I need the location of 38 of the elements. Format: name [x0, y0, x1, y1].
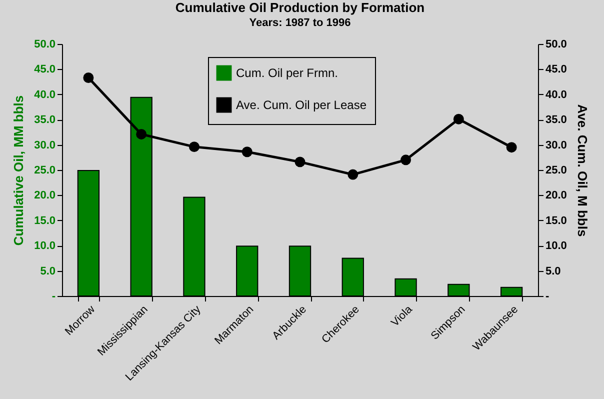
- y-tick-label: 35.0: [34, 114, 56, 126]
- chart-subtitle: Years: 1987 to 1996: [249, 17, 351, 29]
- y2-tick-label: 45.0: [546, 64, 567, 76]
- y-tick-label: 20.0: [34, 190, 56, 202]
- y2-tick-label: 30.0: [546, 139, 567, 152]
- y-tick-label: 5.0: [40, 265, 56, 278]
- point: [188, 142, 200, 152]
- legend-label: Ave. Cum. Oil per Lease: [236, 98, 367, 112]
- y2-tick-label: 10.0: [546, 240, 567, 252]
- y2-tick-label: 20.0: [546, 190, 567, 202]
- legend-label: Cum. Oil per Frmn.: [236, 66, 338, 80]
- y-tick-label: 30.0: [34, 139, 56, 152]
- y-tick-label: 10.0: [34, 240, 56, 252]
- y-tick-label: 25.0: [34, 164, 56, 176]
- y2-tick-label: 15.0: [546, 214, 567, 227]
- point: [400, 154, 412, 166]
- y-tick-label: 45.0: [34, 64, 56, 76]
- point: [83, 72, 94, 83]
- point: [453, 114, 464, 124]
- y2-tick-label: -: [546, 290, 550, 302]
- y2-tick-label: 25.0: [546, 164, 567, 176]
- y2-tick-label: 35.0: [546, 114, 567, 126]
- y2-tick-label: 50.0: [546, 38, 567, 50]
- point: [242, 146, 252, 158]
- y-tick-label: 40.0: [34, 88, 56, 101]
- y-axis-title: Cumulative Oil, MM bbls: [11, 95, 26, 246]
- y-tick-label: 15.0: [34, 214, 56, 227]
- point: [136, 128, 147, 140]
- point: [294, 156, 306, 168]
- x-tick-label: Viola: [389, 302, 416, 330]
- chart-title: Cumulative Oil Production by Formation: [175, 0, 425, 15]
- y-tick-label: -: [52, 290, 56, 302]
- y2-tick-label: 5.0: [546, 265, 561, 278]
- y2-axis-title: Ave. Cum. Oil, M bbls: [574, 104, 590, 237]
- y2-tick-label: 40.0: [546, 88, 567, 101]
- y-tick-label: 50.0: [34, 38, 56, 50]
- point: [506, 142, 517, 153]
- point: [348, 169, 358, 180]
